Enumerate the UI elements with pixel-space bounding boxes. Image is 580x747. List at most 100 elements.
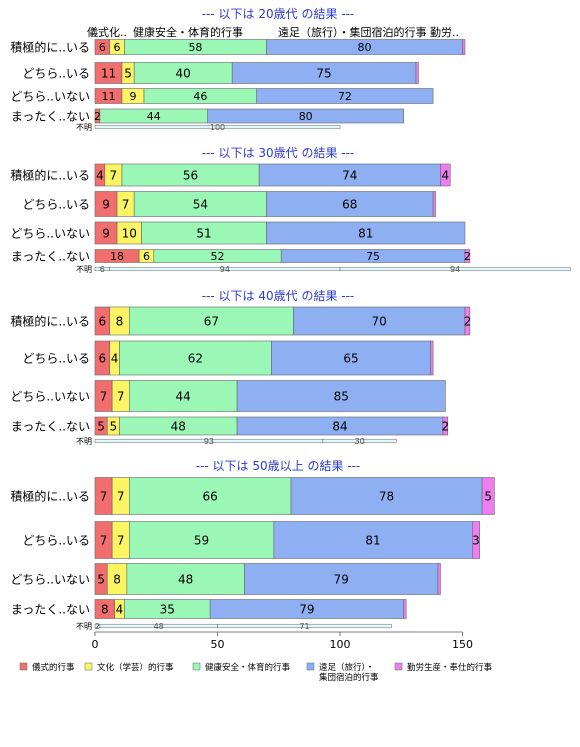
bar-segment-travel <box>256 88 434 104</box>
bar-segment-travel <box>266 191 434 217</box>
data-label: 48 <box>171 420 186 434</box>
row-label: どちら..いない <box>10 90 90 104</box>
data-label: 74 <box>342 169 357 183</box>
data-label: 3 <box>472 534 480 548</box>
x-tick-label: 150 <box>452 638 473 651</box>
bar-segment-travel <box>244 563 439 595</box>
data-label: 11 <box>101 90 115 103</box>
row-label: どちら..いない <box>10 390 90 404</box>
column-header-label: 健康安全・体育的行事 <box>133 25 243 39</box>
row-label: 積極的に..いる <box>10 40 90 55</box>
data-label: 5 <box>97 420 105 434</box>
data-label: 65 <box>343 352 358 366</box>
unknown-row-label: 不明 <box>76 622 92 631</box>
data-label: 85 <box>334 390 349 404</box>
legend-label: 文化（学芸）的行事 <box>97 662 174 673</box>
bar-segment-health <box>133 191 267 217</box>
data-label: 8 <box>116 315 124 329</box>
x-tick-label: 50 <box>211 638 225 651</box>
data-label: 81 <box>365 534 380 548</box>
bar-segment-health <box>129 306 294 336</box>
data-label: 78 <box>379 490 394 504</box>
data-label: 58 <box>188 41 202 54</box>
data-label: 48 <box>178 573 193 587</box>
data-label: 2 <box>464 250 471 263</box>
data-label: 67 <box>204 315 219 329</box>
data-label: 7 <box>117 390 125 404</box>
bar-segment-labor <box>442 416 449 436</box>
unknown-data-label: 6 <box>100 265 105 274</box>
data-label: 4 <box>111 352 119 366</box>
data-label: 75 <box>316 67 331 81</box>
data-label: 81 <box>358 227 373 241</box>
unknown-row-label: 不明 <box>76 265 92 274</box>
bar-segment-travel <box>271 340 431 376</box>
row-label: どちら..いない <box>10 573 90 587</box>
unknown-data-label: 94 <box>220 265 230 274</box>
data-label: 5 <box>484 490 492 504</box>
bar-segment-labor <box>415 62 419 84</box>
row-label: どちら..いる <box>22 534 90 548</box>
bar-segment-labor <box>430 340 434 376</box>
data-label: 72 <box>338 90 352 103</box>
data-label: 7 <box>100 490 108 504</box>
legend-swatch-health <box>192 662 201 671</box>
bar-segment-labor <box>481 477 495 515</box>
data-label: 7 <box>100 534 108 548</box>
row-label: どちら..いる <box>22 67 90 81</box>
data-label: 6 <box>114 41 121 54</box>
legend-swatch-labor <box>394 662 403 671</box>
unknown-data-label: 71 <box>299 622 309 631</box>
unknown-data-label: 94 <box>450 265 460 274</box>
data-label: 9 <box>102 227 110 241</box>
row-label: 積極的に..いる <box>10 489 90 504</box>
data-label: 59 <box>194 534 209 548</box>
data-label: 68 <box>342 198 357 212</box>
data-label: 8 <box>101 603 109 617</box>
data-label: 51 <box>196 227 211 241</box>
legend-label: 勤労生産・奉仕的行事 <box>407 662 493 673</box>
data-label: 56 <box>183 169 198 183</box>
data-label: 70 <box>372 315 387 329</box>
unknown-bar-segment <box>322 438 397 444</box>
data-label: 62 <box>188 352 203 366</box>
bar-segment-labor <box>462 39 466 55</box>
row-label: どちら..いる <box>22 352 90 366</box>
data-label: 52 <box>211 250 225 263</box>
data-label: 80 <box>358 41 372 54</box>
bar-segment-labor <box>432 191 436 217</box>
bar-segment-travel <box>266 221 466 245</box>
bar-segment-labor <box>437 563 441 595</box>
panel-title: --- 以下は 20歳代 の結果 --- <box>202 7 355 21</box>
data-label: 11 <box>101 67 116 81</box>
column-header-label: 儀式化.. <box>87 25 127 39</box>
data-label: 5 <box>124 67 132 81</box>
data-label: 2 <box>464 315 472 329</box>
legend-swatch-ceremony <box>19 662 28 671</box>
unknown-row-label: 不明 <box>76 123 92 132</box>
unknown-data-label: 93 <box>204 437 214 446</box>
data-label: 46 <box>193 90 207 103</box>
data-label: 10 <box>122 227 137 241</box>
bar-segment-travel <box>293 306 466 336</box>
unknown-data-label: 2 <box>95 622 100 631</box>
legend-label: 集団宿泊的行事 <box>319 672 379 683</box>
bar-segment-labor <box>471 521 480 559</box>
data-label: 7 <box>110 169 118 183</box>
unknown-bar-segment <box>94 124 341 130</box>
data-label: 2 <box>94 110 101 123</box>
data-label: 84 <box>332 420 347 434</box>
data-label: 44 <box>147 110 161 123</box>
data-label: 40 <box>176 67 191 81</box>
legend-label: 健康安全・体育的行事 <box>205 662 291 673</box>
bar-segment-labor <box>464 306 471 336</box>
bar-segment-travel <box>207 108 404 124</box>
legend-swatch-culture <box>84 662 93 671</box>
row-label: どちら..いない <box>10 227 90 241</box>
data-label: 9 <box>129 90 136 103</box>
unknown-data-label: 48 <box>154 622 164 631</box>
row-label: まったく..ない <box>11 420 90 434</box>
bar-segment-health <box>126 563 245 595</box>
data-label: 6 <box>99 352 107 366</box>
